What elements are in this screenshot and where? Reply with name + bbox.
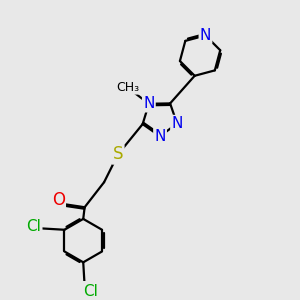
Text: N: N	[143, 96, 154, 111]
Text: N: N	[154, 129, 166, 144]
Text: N: N	[171, 116, 183, 131]
Text: N: N	[200, 28, 211, 43]
Text: O: O	[52, 191, 65, 209]
Text: Cl: Cl	[83, 284, 98, 299]
Text: S: S	[113, 146, 123, 164]
Text: Cl: Cl	[26, 220, 41, 235]
Text: CH₃: CH₃	[116, 81, 139, 94]
